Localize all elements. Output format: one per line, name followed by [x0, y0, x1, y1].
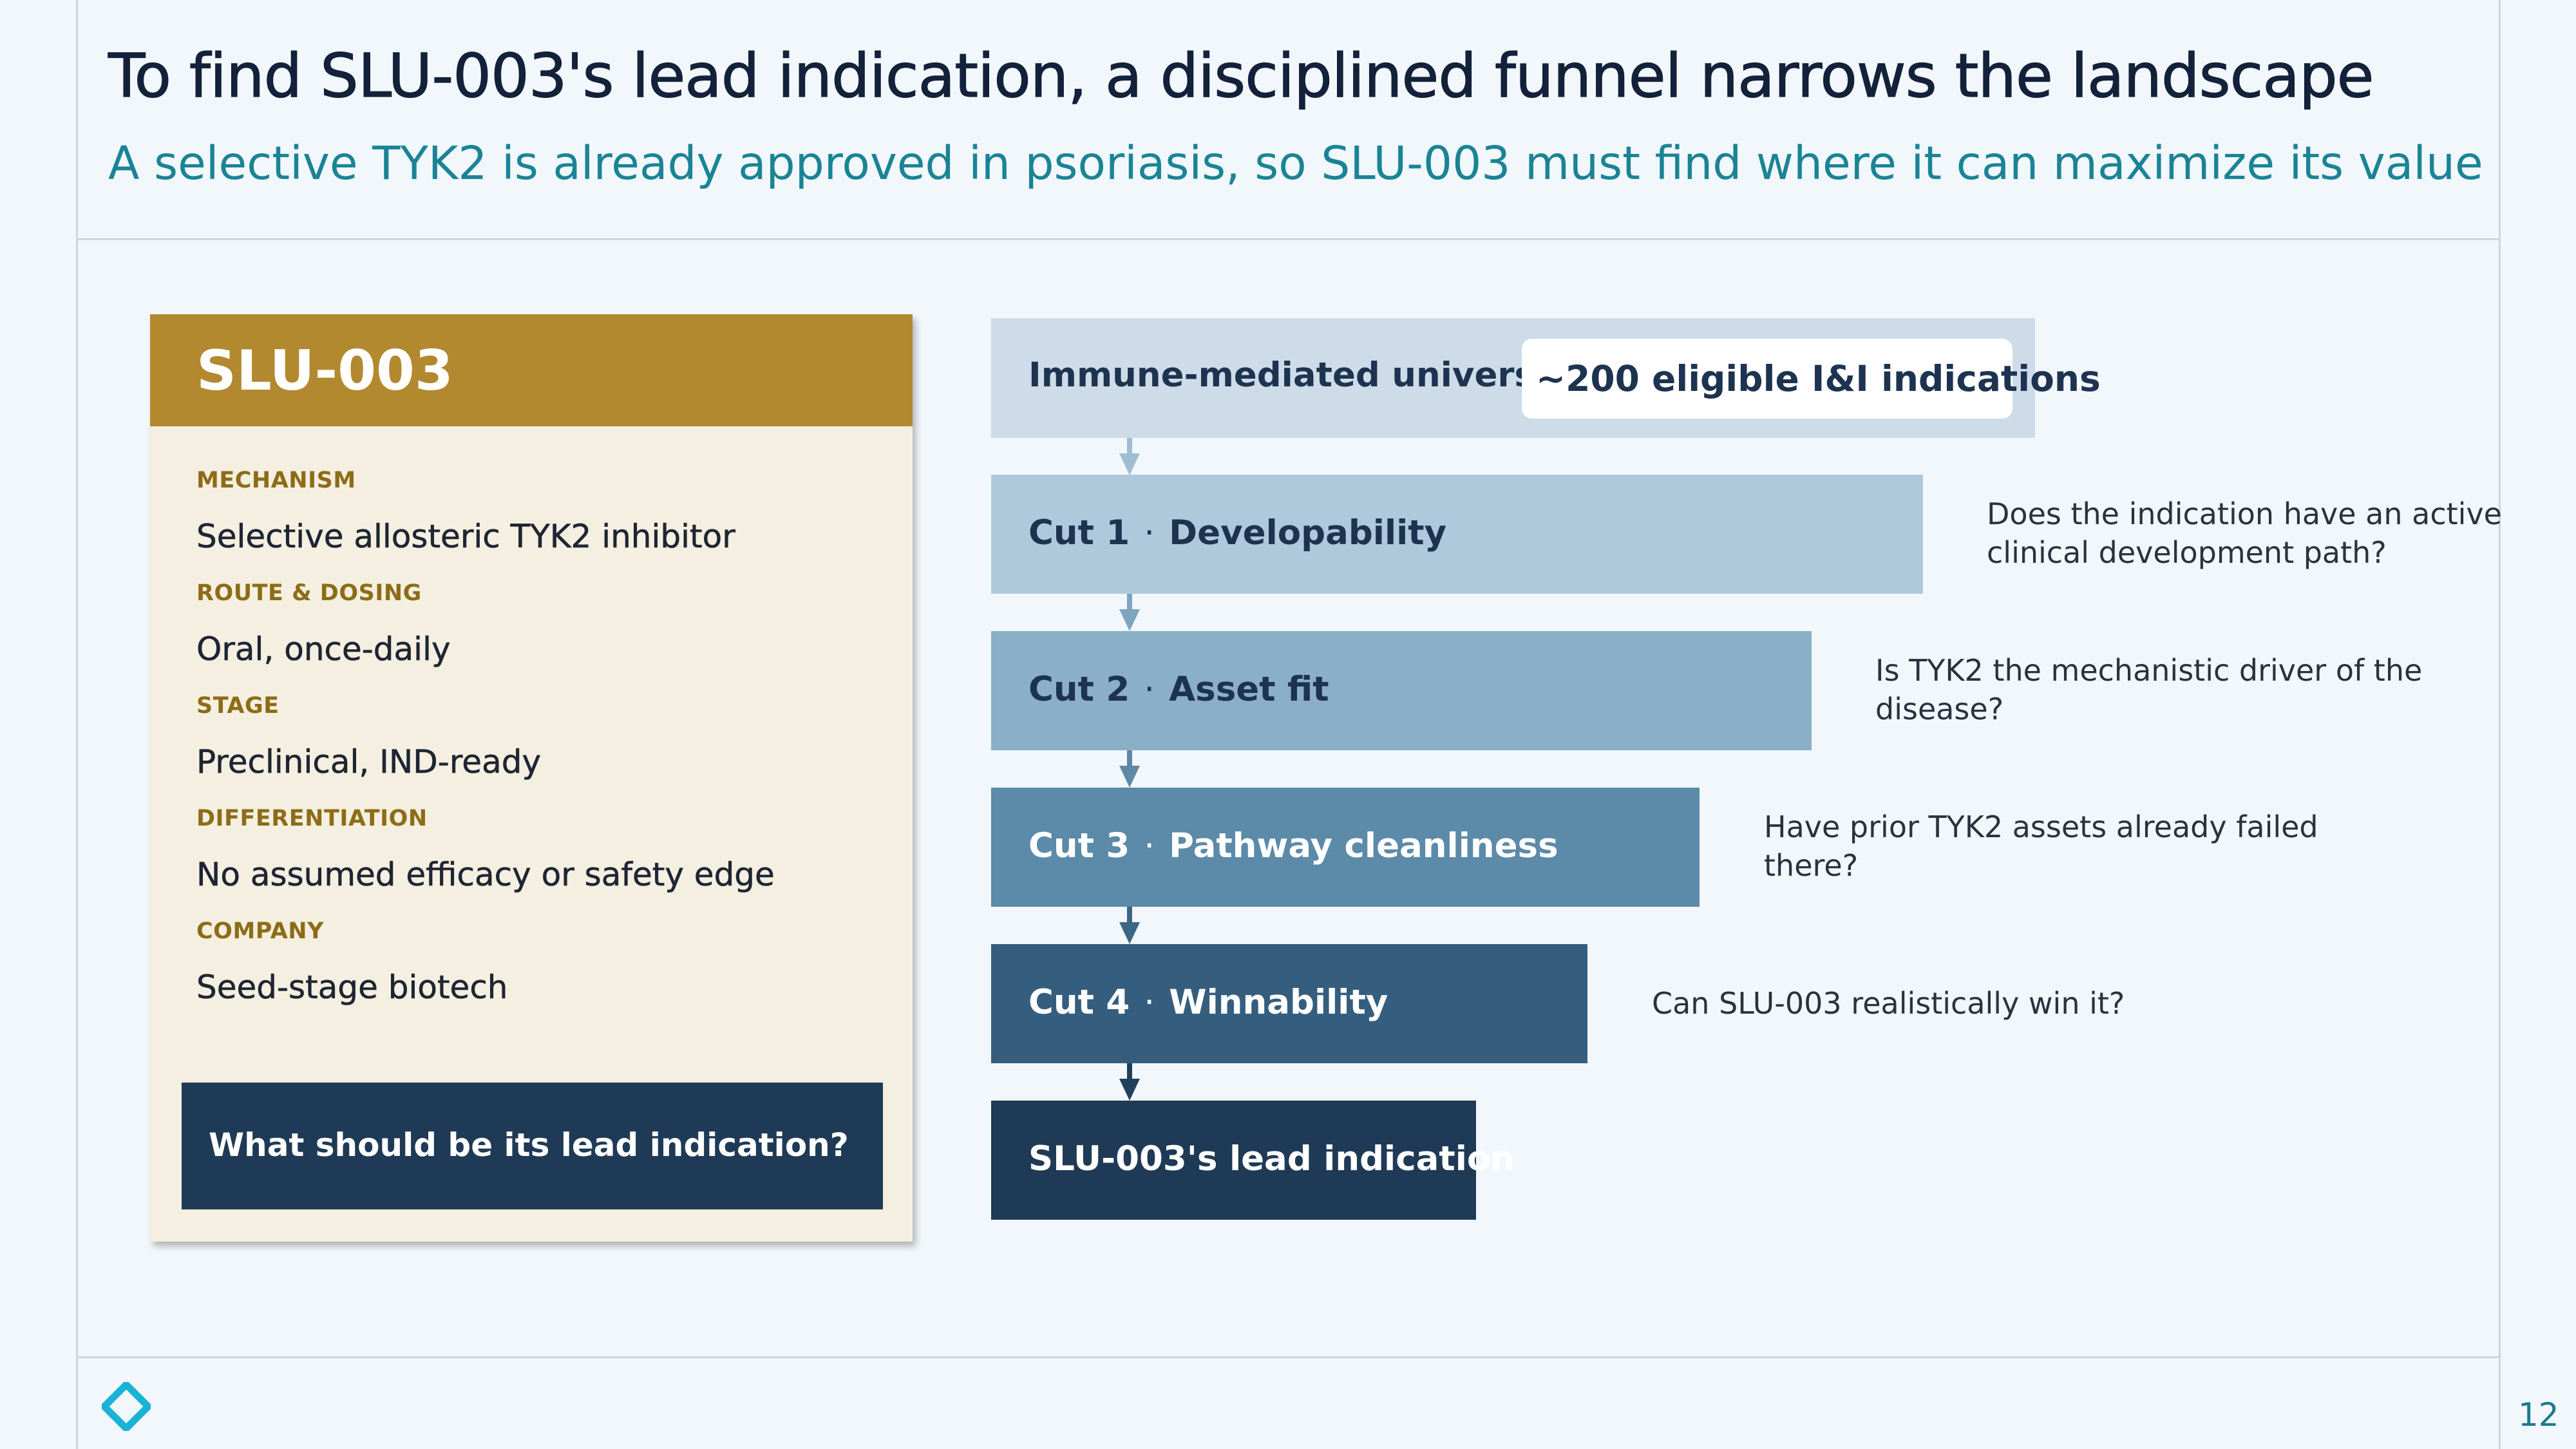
asset-name: SLU-003 — [196, 339, 453, 403]
cut-3-question: Have prior TYK2 assets already failed th… — [1764, 810, 2318, 883]
route-label: ROUTE & DOSING — [196, 580, 422, 606]
stage-label: STAGE — [196, 693, 279, 719]
universe-label: Immune-mediated universe — [1028, 355, 1558, 395]
cut-4-separator: · — [1144, 983, 1155, 1022]
company-label: COMPANY — [196, 918, 324, 944]
slide-title: To find SLU-003's lead indication, a dis… — [108, 41, 2374, 111]
cut-3-name: Pathway cleanliness — [1169, 826, 1558, 866]
differentiation-value: No assumed efficacy or safety edge — [196, 856, 775, 894]
outcome-label: SLU-003's lead indication — [1028, 1139, 1515, 1179]
left-border — [76, 0, 78, 1449]
cut-3-separator: · — [1144, 826, 1155, 866]
universe-badge-text: ~200 eligible I&I indications — [1536, 358, 2101, 399]
footer-divider — [76, 1356, 2501, 1358]
cut-2-name: Asset fit — [1169, 670, 1329, 709]
mechanism-label: MECHANISM — [196, 468, 356, 493]
universe-badge: ~200 eligible I&I indications — [1522, 339, 2101, 419]
asset-card-header: SLU-003 — [150, 314, 913, 426]
cut-1-name: Developability — [1169, 513, 1447, 553]
header-divider — [76, 238, 2501, 240]
mechanism-value: Selective allosteric TYK2 inhibitor — [196, 518, 735, 556]
funnel-outcome: SLU-003's lead indication — [991, 1101, 1515, 1220]
route-value: Oral, once-daily — [196, 630, 451, 668]
cut-2-question: Is TYK2 the mechanistic driver of the di… — [1875, 653, 2423, 726]
funnel-cut-3: Cut 3 · Pathway cleanliness — [991, 788, 1700, 907]
cut-4-name: Winnability — [1169, 983, 1388, 1022]
cut-4-number: Cut 4 — [1028, 983, 1130, 1022]
funnel-cut-4: Cut 4 · Winnability — [991, 944, 1587, 1063]
page-number: 12 — [2518, 1396, 2559, 1434]
cut-1-separator: · — [1144, 513, 1155, 553]
cut-2-number: Cut 2 — [1028, 670, 1130, 709]
brand-logo-icon — [100, 1381, 152, 1434]
lead-question: What should be its lead indication? — [209, 1126, 849, 1164]
cut-1-number: Cut 1 — [1028, 513, 1130, 553]
funnel-cut-1: Cut 1 · Developability — [991, 475, 1923, 594]
right-border — [2499, 0, 2501, 1449]
company-value: Seed-stage biotech — [196, 969, 508, 1007]
asset-card: SLU-003 MECHANISM Selective allosteric T… — [150, 314, 913, 1242]
slide-subtitle: A selective TYK2 is already approved in … — [108, 137, 2483, 190]
cut-3-number: Cut 3 — [1028, 826, 1130, 866]
stage-value: Preclinical, IND-ready — [196, 743, 542, 781]
cut-4-question: Can SLU-003 realistically win it? — [1652, 986, 2125, 1021]
lead-question-box: What should be its lead indication? — [182, 1083, 883, 1209]
cut-2-separator: · — [1144, 670, 1155, 709]
cut-1-question: Does the indication have an active clini… — [1987, 497, 2502, 570]
differentiation-label: DIFFERENTIATION — [196, 806, 428, 831]
funnel-universe: Immune-mediated universe ~200 eligible I… — [991, 318, 2101, 438]
funnel-cut-2: Cut 2 · Asset fit — [991, 631, 1812, 750]
